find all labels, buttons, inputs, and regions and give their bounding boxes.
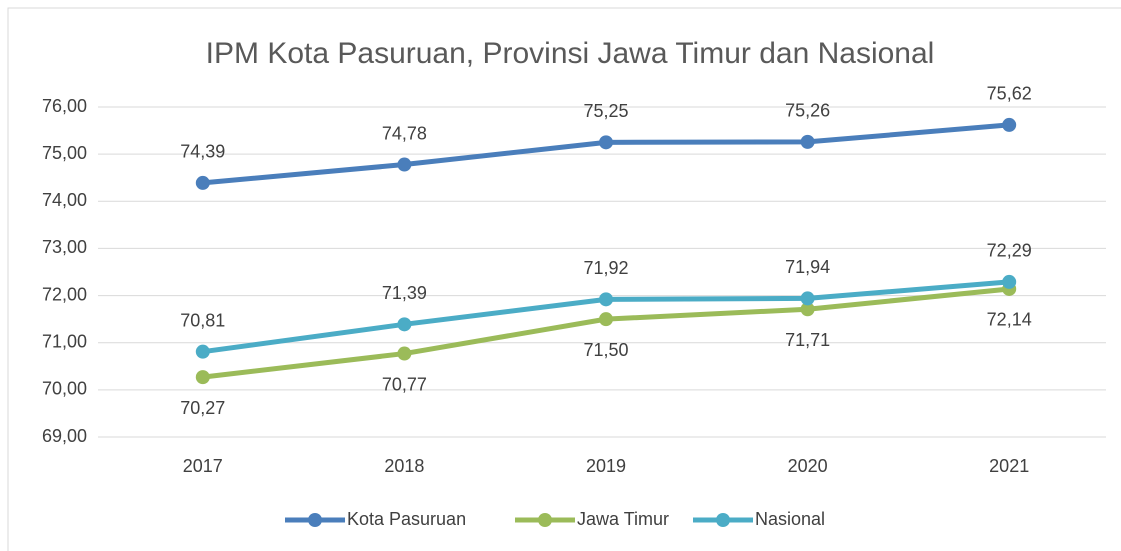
- data-point: [599, 292, 613, 307]
- data-label: 75,62: [987, 84, 1032, 104]
- legend-label: Kota Pasuruan: [347, 509, 466, 529]
- y-tick-label: 73,00: [42, 237, 87, 257]
- data-label: 71,39: [382, 283, 427, 303]
- data-point: [599, 135, 613, 150]
- data-point: [599, 312, 613, 327]
- data-point: [195, 370, 210, 385]
- data-point: [800, 302, 815, 317]
- data-point: [195, 344, 210, 359]
- data-label: 72,14: [987, 310, 1032, 330]
- data-label: 70,27: [180, 398, 225, 418]
- legend-marker: [538, 513, 552, 527]
- data-point: [397, 346, 412, 361]
- legend-label: Jawa Timur: [577, 509, 669, 529]
- x-tick-label: 2020: [788, 456, 828, 476]
- data-point: [800, 291, 815, 306]
- data-label: 75,25: [583, 101, 628, 121]
- data-label: 74,78: [382, 123, 427, 143]
- x-tick-label: 2017: [183, 456, 223, 476]
- data-label: 74,39: [180, 142, 225, 162]
- data-label: 71,92: [583, 258, 628, 278]
- data-label: 70,77: [382, 374, 427, 394]
- data-label: 70,81: [180, 310, 225, 330]
- chart-title: IPM Kota Pasuruan, Provinsi Jawa Timur d…: [206, 37, 935, 70]
- data-point: [397, 157, 412, 172]
- data-point: [195, 175, 210, 190]
- y-tick-label: 75,00: [42, 143, 87, 163]
- data-point: [397, 317, 412, 332]
- y-tick-label: 69,00: [42, 426, 87, 446]
- y-tick-label: 71,00: [42, 331, 87, 351]
- y-tick-label: 72,00: [42, 284, 87, 304]
- y-tick-label: 74,00: [42, 190, 87, 210]
- x-tick-label: 2019: [586, 456, 626, 476]
- data-point: [1002, 274, 1017, 289]
- data-label: 71,50: [583, 340, 628, 360]
- y-tick-label: 70,00: [42, 379, 87, 399]
- data-label: 71,94: [785, 257, 830, 277]
- data-point: [1002, 117, 1017, 132]
- data-point: [800, 134, 815, 149]
- legend-marker: [716, 513, 730, 527]
- data-label: 75,26: [785, 101, 830, 121]
- chart-frame: [7, 7, 1121, 551]
- x-tick-label: 2021: [989, 456, 1029, 476]
- y-tick-label: 76,00: [42, 96, 87, 116]
- data-label: 71,71: [785, 330, 830, 350]
- x-tick-label: 2018: [384, 456, 424, 476]
- data-label: 72,29: [987, 241, 1032, 261]
- legend-label: Nasional: [755, 509, 825, 529]
- legend-marker: [308, 513, 322, 527]
